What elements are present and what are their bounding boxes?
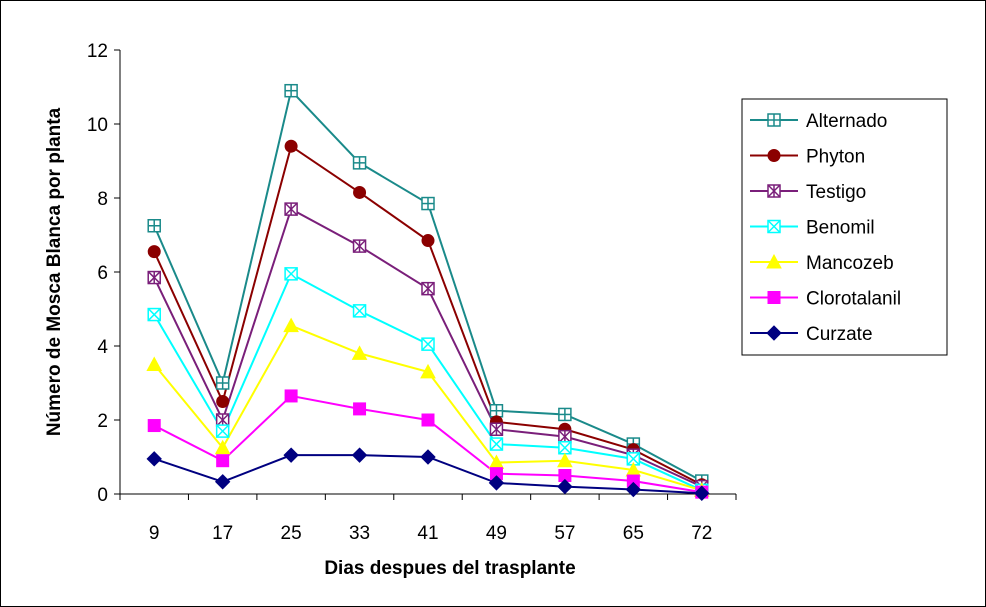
data-point-alternado: [558, 407, 572, 422]
data-point-clorotalanil: [421, 413, 435, 427]
x-tick-label: 33: [349, 523, 370, 544]
legend-item-benomil: Benomil: [750, 218, 875, 239]
data-point-alternado: [421, 196, 435, 211]
data-point-phyton: [421, 234, 435, 248]
y-tick-label: 0: [97, 485, 108, 506]
data-point-curzate: [420, 449, 436, 465]
legend-item-mancozeb: Mancozeb: [750, 253, 894, 274]
data-point-benomil: [558, 441, 572, 455]
legend-marker: [767, 184, 781, 198]
data-point-alternado: [352, 156, 367, 170]
legend-item-curzate: Curzate: [750, 324, 873, 345]
data-point-curzate: [214, 474, 231, 490]
legend-marker: [767, 219, 781, 234]
legend-marker: [767, 149, 781, 162]
legend-label: Benomil: [806, 218, 875, 239]
legend-item-clorotalanil: Clorotalanil: [750, 289, 901, 310]
data-point-clorotalanil: [284, 389, 298, 403]
data-point-alternado: [147, 219, 161, 233]
legend-marker: [767, 113, 781, 127]
data-point-phyton: [216, 395, 230, 408]
series-line-clorotalanil: [153, 394, 702, 494]
data-point-curzate: [351, 447, 368, 463]
legend-item-testigo: Testigo: [750, 182, 866, 203]
y-tick-label: 12: [87, 41, 108, 62]
legend-label: Phyton: [806, 147, 865, 168]
legend-item-phyton: Phyton: [750, 147, 865, 168]
data-point-clorotalanil: [216, 454, 230, 468]
data-point-testigo: [147, 270, 161, 285]
data-point-curzate: [488, 475, 505, 491]
data-point-benomil: [489, 437, 504, 451]
data-point-benomil: [626, 452, 641, 466]
data-point-testigo: [421, 281, 435, 296]
data-point-testigo: [489, 422, 504, 436]
legend-label: Testigo: [806, 182, 866, 203]
x-tick-label: 49: [486, 523, 507, 544]
data-point-benomil: [284, 267, 298, 281]
legend-marker: [766, 253, 782, 269]
legend-marker: [767, 291, 781, 304]
data-point-testigo: [284, 202, 298, 216]
data-point-benomil: [147, 307, 161, 322]
data-point-testigo: [352, 239, 367, 253]
axes: 0 2 4 6 8 10 12 9 17 25 33 41 49 57 65 72: [87, 41, 737, 544]
data-point-alternado: [284, 83, 298, 98]
y-axis-title: Número de Mosca Blanca por planta: [44, 107, 65, 436]
x-tick-label: 17: [212, 523, 233, 544]
data-point-curzate: [625, 481, 642, 498]
data-point-alternado: [489, 404, 504, 418]
data-point-curzate: [283, 447, 299, 463]
data-point-mancozeb: [420, 363, 436, 379]
data-point-testigo: [558, 429, 572, 444]
data-point-mancozeb: [351, 345, 368, 360]
y-tick-label: 10: [87, 115, 108, 136]
x-tick-label: 57: [554, 523, 575, 544]
x-tick-label: 41: [417, 523, 438, 544]
legend-item-alternado: Alternado: [750, 111, 887, 132]
data-point-clorotalanil: [147, 419, 161, 433]
data-point-mancozeb: [557, 452, 573, 468]
legend: Alternado Phyton Testigo Benomil Mancozeb Clo…: [741, 98, 948, 356]
data-point-mancozeb: [283, 317, 299, 333]
data-point-clorotalanil: [353, 402, 367, 416]
data-point-curzate: [146, 451, 162, 467]
y-tick-label: 2: [97, 411, 108, 432]
x-tick-label: 72: [691, 523, 712, 544]
x-tick-label: 9: [149, 523, 160, 544]
data-point-phyton: [353, 185, 367, 199]
legend-label: Alternado: [806, 111, 887, 132]
data-point-phyton: [284, 139, 298, 153]
data-point-phyton: [147, 245, 161, 259]
legend-items: Alternado Phyton Testigo Benomil Mancozeb Clo…: [750, 111, 901, 345]
data-point-alternado: [215, 376, 230, 390]
data-point-benomil: [215, 424, 230, 438]
x-axis-title: Dias despues del trasplante: [324, 558, 575, 579]
legend-label: Clorotalanil: [806, 289, 901, 310]
data-point-mancozeb: [146, 356, 163, 371]
x-tick-label: 65: [623, 523, 644, 544]
data-point-mancozeb: [214, 439, 231, 455]
data-point-curzate: [694, 485, 710, 501]
legend-label: Curzate: [806, 324, 873, 345]
legend-label: Mancozeb: [806, 253, 894, 274]
data-point-testigo: [215, 413, 230, 427]
x-tick-label: 25: [281, 523, 302, 544]
data-point-curzate: [557, 478, 573, 495]
series-markers: [146, 83, 710, 501]
y-tick-label: 8: [97, 189, 108, 210]
y-tick-label: 4: [97, 337, 108, 358]
y-tick-label: 6: [97, 263, 108, 284]
data-point-benomil: [421, 337, 435, 351]
legend-marker: [766, 325, 782, 341]
data-point-benomil: [352, 304, 367, 318]
